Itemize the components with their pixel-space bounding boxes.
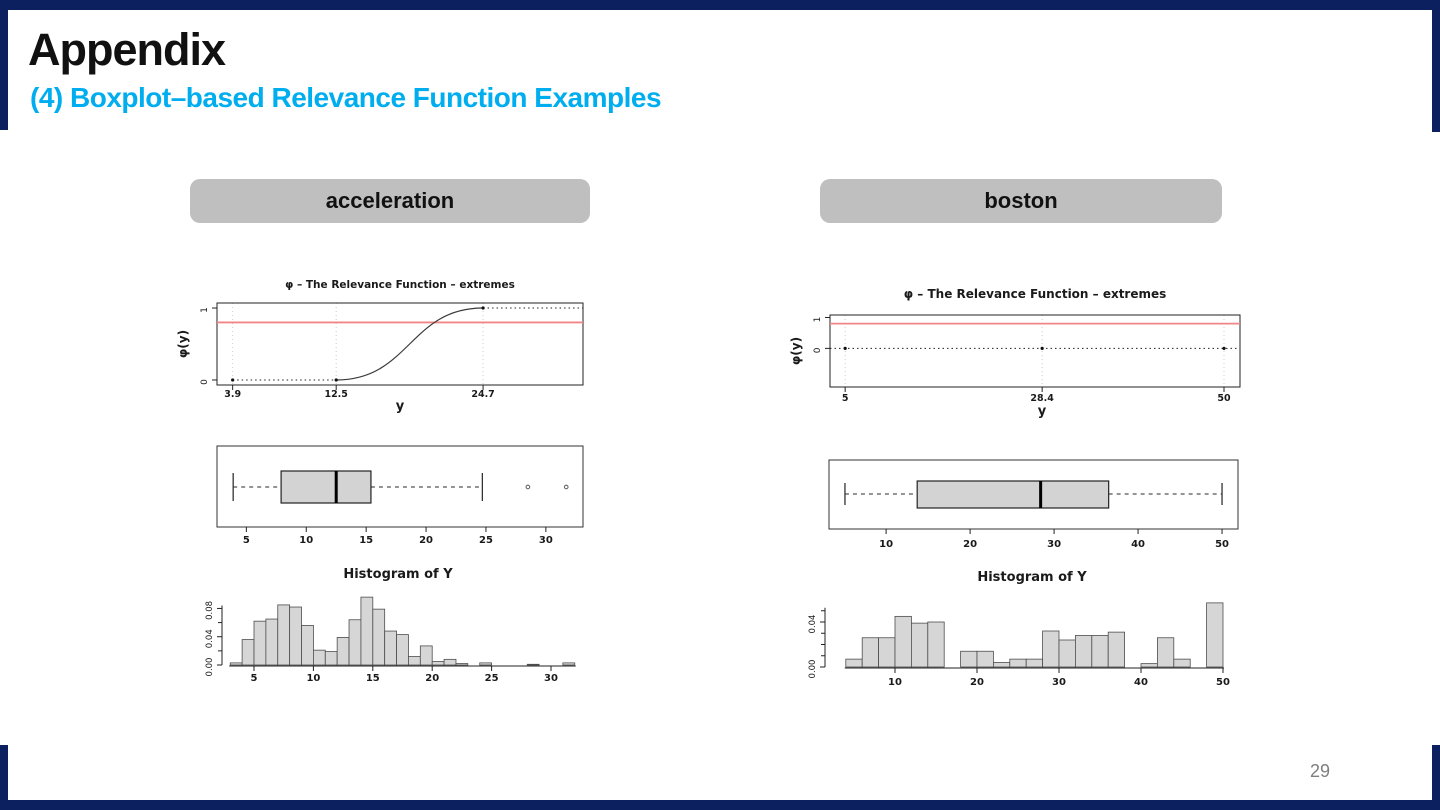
svg-text:φ(y): φ(y) xyxy=(789,337,803,365)
svg-text:φ – The Relevance Function – e: φ – The Relevance Function – extremes xyxy=(285,279,515,291)
svg-text:5: 5 xyxy=(842,393,849,404)
svg-text:10: 10 xyxy=(888,677,902,688)
svg-text:50: 50 xyxy=(1217,393,1231,404)
svg-text:28.4: 28.4 xyxy=(1030,393,1054,404)
svg-text:40: 40 xyxy=(1134,677,1148,688)
svg-text:30: 30 xyxy=(539,535,553,546)
svg-text:0: 0 xyxy=(200,379,210,385)
svg-text:20: 20 xyxy=(425,673,439,684)
frame-bottom-bar xyxy=(0,800,1440,810)
svg-text:10: 10 xyxy=(306,673,320,684)
svg-text:5: 5 xyxy=(251,673,258,684)
page-title: Appendix xyxy=(28,24,226,75)
svg-text:20: 20 xyxy=(419,535,433,546)
svg-text:30: 30 xyxy=(1047,539,1061,550)
svg-text:20: 20 xyxy=(970,677,984,688)
frame-bottom-left-stub xyxy=(0,745,8,800)
svg-text:0.00: 0.00 xyxy=(808,660,818,679)
svg-text:30: 30 xyxy=(544,673,558,684)
svg-text:0: 0 xyxy=(813,347,823,353)
acceleration-relevance-function-chart: 0 1 3.9 12.5 24.7 φ – The Relevance Function … xyxy=(176,279,584,414)
svg-text:0.04: 0.04 xyxy=(205,629,215,648)
svg-text:y: y xyxy=(396,399,405,414)
panel-badge-acceleration: acceleration xyxy=(190,179,590,223)
svg-text:0.04: 0.04 xyxy=(808,615,818,634)
svg-text:φ(y): φ(y) xyxy=(176,330,190,358)
acceleration-boxplot-chart: 5 10 15 20 25 30 xyxy=(216,445,584,546)
svg-text:15: 15 xyxy=(366,673,380,684)
svg-text:3.9: 3.9 xyxy=(224,389,241,400)
svg-text:10: 10 xyxy=(299,535,313,546)
svg-text:φ – The Relevance Function – e: φ – The Relevance Function – extremes xyxy=(904,287,1167,301)
page-number: 29 xyxy=(1309,761,1331,781)
svg-text:30: 30 xyxy=(1052,677,1066,688)
panel-badge-boston: boston xyxy=(820,179,1222,223)
svg-text:12.5: 12.5 xyxy=(324,389,347,400)
svg-text:25: 25 xyxy=(479,535,493,546)
svg-text:25: 25 xyxy=(485,673,499,684)
frame-top-right-stub xyxy=(1432,10,1440,132)
page-subtitle: (4) Boxplot–based Relevance Function Exa… xyxy=(30,82,662,113)
svg-text:1: 1 xyxy=(200,307,210,313)
svg-text:50: 50 xyxy=(1215,539,1229,550)
svg-text:15: 15 xyxy=(359,535,373,546)
svg-text:20: 20 xyxy=(963,539,977,550)
svg-text:0.08: 0.08 xyxy=(205,601,215,620)
svg-text:40: 40 xyxy=(1131,539,1145,550)
svg-text:Histogram of Y: Histogram of Y xyxy=(343,567,453,582)
boston-relevance-function-chart: 0 1 5 28.4 50 φ – The Relevance Function – ex… xyxy=(789,287,1241,419)
svg-text:10: 10 xyxy=(879,539,893,550)
frame-bottom-right-stub xyxy=(1432,745,1440,800)
svg-text:y: y xyxy=(1038,404,1047,419)
acceleration-histogram-chart: Histogram of Y 5 10 15 20 25 30 0.00 0.04 0.08 xyxy=(205,567,576,684)
boston-boxplot-chart: 10 20 30 40 50 xyxy=(828,459,1239,550)
svg-text:Histogram of Y: Histogram of Y xyxy=(977,570,1087,585)
frame-top-left-stub xyxy=(0,10,8,130)
svg-text:1: 1 xyxy=(813,317,823,323)
svg-text:5: 5 xyxy=(243,535,250,546)
boston-histogram-chart: Histogram of Y 10 20 30 40 50 0.00 0.04 xyxy=(808,570,1230,688)
svg-text:0.00: 0.00 xyxy=(205,658,215,677)
svg-text:50: 50 xyxy=(1216,677,1230,688)
frame-top-bar xyxy=(0,0,1440,10)
svg-text:24.7: 24.7 xyxy=(471,389,494,400)
